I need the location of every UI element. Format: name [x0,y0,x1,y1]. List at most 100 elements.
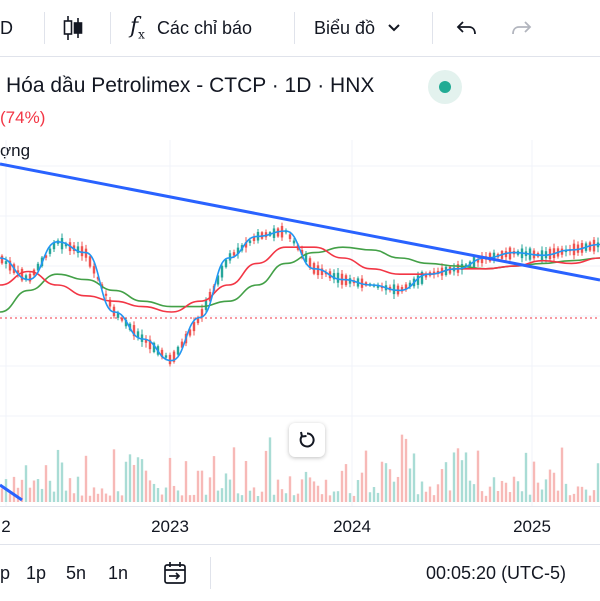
volume-bar [204,494,208,502]
volume-legend-label[interactable]: ợng [0,141,31,160]
volume-bar [512,476,516,502]
volume-bar [264,450,268,502]
volume-bar [460,460,464,502]
candle-body [36,263,40,271]
undo-button[interactable] [456,0,478,56]
candles-button[interactable] [62,0,84,56]
volume-bar [452,452,456,502]
volume-bar [156,488,160,502]
volume-bar [448,490,452,502]
volume-bar [140,459,144,502]
candle-body [92,266,96,274]
candle-body [304,253,308,263]
candle-body [464,264,468,267]
candle-body [188,329,192,336]
volume-bar [232,447,236,502]
volume-bar [208,477,212,502]
volume-bar [16,487,20,502]
volume-bar [572,493,576,502]
volume-bar [40,488,44,502]
volume-bar [392,481,396,502]
candle-body [176,346,180,355]
function-icon: fx [130,14,145,42]
volume-bar [304,471,308,502]
volume-bar [72,493,76,502]
volume-bar [200,470,204,502]
candle-body [168,354,172,365]
indicators-button[interactable]: fx Các chỉ báo [130,0,252,56]
volume-bar [580,486,584,502]
volume-bar [400,434,404,502]
volume-bar [596,463,600,502]
candle-body [8,260,12,271]
candle-body [16,270,20,273]
volume-bar [132,464,136,502]
volume-bar [48,480,52,502]
candle-body [124,319,128,327]
candle-body [0,255,4,264]
candle-body [52,242,56,250]
range-label: 5n [66,562,87,583]
candle-body [480,255,484,264]
volume-bar [380,461,384,502]
trendline-lower [0,483,23,502]
symbol-title[interactable]: Hóa dầu Petrolimex - CTCP · 1D · HNX [6,74,375,97]
volume-bar [292,495,296,502]
volume-bar [8,493,12,502]
volume-bar [324,479,328,502]
clock-time: 00:05:20 (UTC-5) [426,562,567,583]
volume-bar [348,493,352,502]
volume-bar [248,490,252,502]
redo-button[interactable] [510,0,532,56]
go-to-date-button[interactable] [162,545,188,601]
candle-body [160,349,164,358]
volume-bar [412,453,416,502]
market-status-badge[interactable] [428,70,462,104]
volume-bar [12,476,16,502]
volume-bar [440,469,444,502]
candle-body [164,355,168,358]
range-button[interactable]: 1n [108,545,128,601]
trendline-upper [0,162,600,282]
calendar-arrow-icon [164,562,186,584]
time-axis[interactable]: 2 2023 2024 2025 [0,506,600,545]
volume-bar [352,495,356,502]
interval-button[interactable]: D [0,0,13,56]
volume-bar [160,494,164,502]
x-tick-label: 2025 [513,517,551,536]
reset-chart-button[interactable] [289,423,325,457]
candle-body [420,271,424,284]
candle-body [408,282,412,287]
volume-bar [216,490,220,502]
range-label: p [0,562,11,583]
timezone-button[interactable]: 00:05:20 (UTC-5) [426,545,566,601]
candle-body [220,265,224,278]
chart-type-button[interactable]: Biểu đồ [314,0,401,56]
volume-bar [536,482,540,502]
volume-bar [476,450,480,502]
chart-type-label: Biểu đồ [314,17,376,38]
candle-body [252,236,256,241]
volume-bar [556,490,560,502]
volume-bar [444,462,448,502]
price-chart[interactable] [0,140,600,506]
market-open-dot-icon [439,81,451,93]
volume-bar [36,479,40,502]
volume-bar [84,455,88,502]
candle-body [404,284,408,290]
candle-body [108,299,112,307]
candle-body [236,247,240,255]
volume-bar [96,493,100,502]
indicators-label: Các chỉ báo [156,17,252,38]
undo-icon [456,21,476,35]
candle-body [216,275,220,285]
range-button[interactable]: 1p [26,545,46,601]
volume-bar [92,487,96,502]
candle-body [136,331,140,338]
candle-body [144,339,148,343]
range-button[interactable]: p [0,545,10,601]
volume-bar [120,495,124,502]
candle-body [292,240,296,244]
range-button[interactable]: 5n [66,545,86,601]
volume-bar [240,495,244,502]
